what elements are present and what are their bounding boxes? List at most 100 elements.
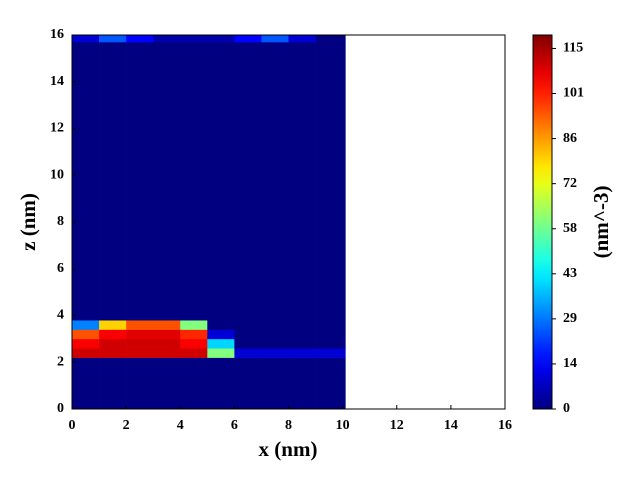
heat-cell [126, 35, 154, 43]
heat-cell [99, 35, 127, 43]
heat-cell [234, 329, 262, 340]
heat-cell [72, 348, 100, 358]
heat-cell [153, 329, 181, 340]
heat-cell [207, 338, 235, 349]
heat-cell [180, 42, 208, 321]
heat-cell [207, 320, 235, 330]
heat-cell [99, 338, 127, 349]
heat-cell [234, 320, 262, 330]
x-tick-label: 2 [123, 418, 130, 433]
heat-cell [180, 320, 208, 330]
y-tick-label: 4 [57, 308, 64, 323]
heat-cell [180, 338, 208, 349]
heat-cell [207, 329, 235, 340]
x-tick-label: 14 [444, 418, 458, 433]
heat-cell [99, 357, 127, 410]
heat-cell [315, 329, 346, 340]
heat-cell [288, 357, 316, 410]
heat-cell [288, 35, 316, 43]
heat-cell [99, 320, 127, 330]
heat-cell [153, 42, 181, 321]
colorbar-tick-label: 115 [563, 41, 583, 56]
heat-cell [288, 329, 316, 340]
x-tick-label: 8 [285, 418, 292, 433]
heat-cell [126, 357, 154, 410]
heat-cell [207, 35, 235, 43]
colorbar-tick-label: 72 [563, 176, 577, 191]
heat-cell [261, 357, 289, 410]
heat-cell [72, 320, 100, 330]
heat-cell [126, 42, 154, 321]
colorbar-tick-label: 58 [563, 221, 577, 236]
heat-cell [126, 348, 154, 358]
heat-cell [126, 329, 154, 340]
colorbar-tick-label: 86 [563, 131, 577, 146]
x-tick-label: 4 [177, 418, 184, 433]
heat-cell [99, 329, 127, 340]
heat-cell [126, 320, 154, 330]
heat-cell [180, 357, 208, 410]
heat-cell [153, 348, 181, 358]
y-tick-label: 8 [57, 214, 64, 229]
heat-cell [207, 348, 235, 358]
heat-cell [288, 338, 316, 349]
heat-cell [153, 35, 181, 43]
colorbar [532, 34, 553, 410]
x-tick-label: 12 [390, 418, 404, 433]
x-tick-label: 10 [336, 418, 350, 433]
heat-cell [126, 338, 154, 349]
heat-cell [153, 357, 181, 410]
heat-cell [234, 35, 262, 43]
colorbar-title: (nm^-3) [589, 186, 613, 259]
colorbar-tick-label: 43 [563, 266, 577, 281]
y-tick-label: 0 [57, 401, 64, 416]
y-tick-label: 2 [57, 354, 64, 369]
heat-cell [72, 35, 100, 43]
heat-cell [261, 338, 289, 349]
heat-cell [180, 329, 208, 340]
colorbar-tick-label: 0 [563, 401, 570, 416]
heat-cell [99, 42, 127, 321]
heat-cell [315, 338, 346, 349]
heat-cell [261, 348, 289, 358]
heat-cell [288, 348, 316, 358]
heat-cell [153, 320, 181, 330]
heat-cell [72, 338, 100, 349]
colorbar-tick-label: 101 [563, 86, 584, 101]
heat-cell [315, 357, 346, 410]
heat-cell [72, 357, 100, 410]
heat-cell [261, 320, 289, 330]
colorbar-tick-label: 14 [563, 356, 577, 371]
heat-cell [207, 357, 235, 410]
heat-cell [180, 35, 208, 43]
heat-cell [72, 329, 100, 340]
heat-cell [261, 42, 289, 321]
heat-cell [315, 42, 346, 321]
heat-cell [234, 338, 262, 349]
heat-cell [207, 42, 235, 321]
x-tick-label: 6 [231, 418, 238, 433]
heat-cell [315, 348, 346, 358]
heat-cell [315, 320, 346, 330]
heat-cell [315, 35, 346, 43]
y-tick-label: 6 [57, 261, 64, 276]
y-tick-label: 10 [50, 167, 64, 182]
heat-cell [261, 329, 289, 340]
heat-cell [288, 42, 316, 321]
y-tick-label: 12 [50, 121, 64, 136]
heat-cell [72, 42, 100, 321]
heat-cell [234, 42, 262, 321]
colorbar-tick-label: 29 [563, 311, 577, 326]
heat-cell [99, 348, 127, 358]
x-tick-label: 16 [498, 418, 512, 433]
y-axis-title: z (nm) [16, 193, 40, 251]
x-tick-label: 0 [69, 418, 76, 433]
heat-cell [234, 357, 262, 410]
heat-cell [288, 320, 316, 330]
y-tick-label: 16 [50, 27, 64, 42]
y-tick-label: 14 [50, 74, 64, 89]
heat-cell [261, 35, 289, 43]
heat-cell [234, 348, 262, 358]
